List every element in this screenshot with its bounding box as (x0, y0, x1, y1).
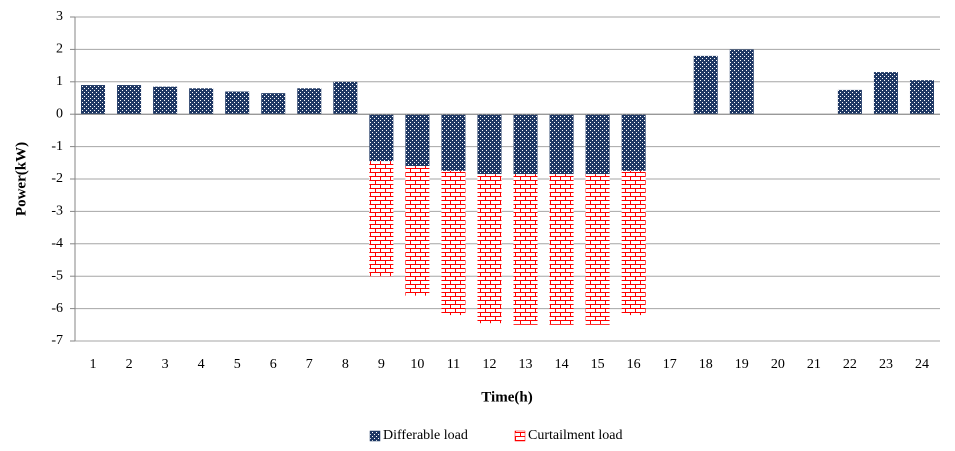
y-tick-label: -5 (51, 268, 63, 283)
x-tick-label: 11 (447, 357, 460, 372)
x-tick-label: 20 (771, 357, 785, 372)
y-tick-label: 2 (56, 42, 63, 57)
bar (81, 85, 106, 115)
bar (117, 85, 142, 115)
bar (513, 174, 538, 325)
bar (585, 114, 610, 175)
y-axis-label: Power(kW) (13, 142, 29, 216)
x-tick-label: 18 (699, 357, 713, 372)
y-tick-label: -6 (51, 301, 63, 316)
bar (837, 89, 862, 115)
legend-label: Differable load (383, 428, 468, 443)
bar (333, 81, 358, 115)
bar (153, 86, 178, 115)
bar (369, 114, 394, 162)
x-tick-label: 3 (162, 357, 169, 372)
bar (297, 88, 322, 115)
bar (189, 88, 214, 115)
bar (873, 72, 898, 115)
bar (621, 170, 646, 316)
x-tick-label: 14 (555, 357, 569, 372)
bar (225, 91, 250, 115)
bar (549, 174, 574, 325)
y-tick-label: 1 (56, 74, 63, 89)
x-tick-label: 9 (378, 357, 385, 372)
bar (621, 114, 646, 171)
y-tick-label: 3 (56, 9, 63, 24)
y-tick-label: -3 (51, 204, 63, 219)
bar (405, 114, 430, 167)
x-tick-label: 15 (591, 357, 605, 372)
legend-label: Curtailment load (528, 428, 622, 443)
bar (513, 114, 538, 175)
x-tick-label: 2 (126, 357, 133, 372)
x-tick-label: 5 (234, 357, 241, 372)
bar (585, 174, 610, 325)
legend-swatch (369, 430, 381, 442)
bar (261, 93, 286, 115)
x-tick-label: 1 (90, 357, 97, 372)
bar (729, 49, 754, 115)
x-tick-label: 23 (879, 357, 893, 372)
bar (477, 114, 502, 175)
x-tick-label: 16 (627, 357, 641, 372)
y-tick-label: -4 (51, 236, 63, 251)
x-tick-label: 13 (519, 357, 533, 372)
y-tick-label: 0 (56, 106, 63, 121)
y-tick-label: -2 (51, 171, 63, 186)
bar (693, 55, 718, 115)
bar (441, 170, 466, 316)
legend-swatch (514, 430, 526, 442)
x-tick-label: 24 (915, 357, 929, 372)
x-tick-label: 10 (410, 357, 424, 372)
x-tick-label: 4 (198, 357, 205, 372)
x-tick-label: 6 (270, 357, 277, 372)
x-tick-label: 12 (482, 357, 496, 372)
y-tick-label: -7 (51, 333, 63, 348)
x-tick-label: 17 (663, 357, 677, 372)
x-axis-label: Time(h) (481, 389, 532, 405)
bar (405, 166, 430, 296)
y-tick-label: -1 (51, 139, 63, 154)
bar (909, 80, 934, 115)
bar (477, 174, 502, 324)
bar (441, 114, 466, 171)
bar (549, 114, 574, 175)
x-tick-label: 8 (342, 357, 349, 372)
x-tick-label: 22 (843, 357, 857, 372)
x-tick-label: 7 (306, 357, 313, 372)
x-tick-label: 19 (735, 357, 749, 372)
bar (369, 161, 394, 277)
x-tick-label: 21 (807, 357, 821, 372)
